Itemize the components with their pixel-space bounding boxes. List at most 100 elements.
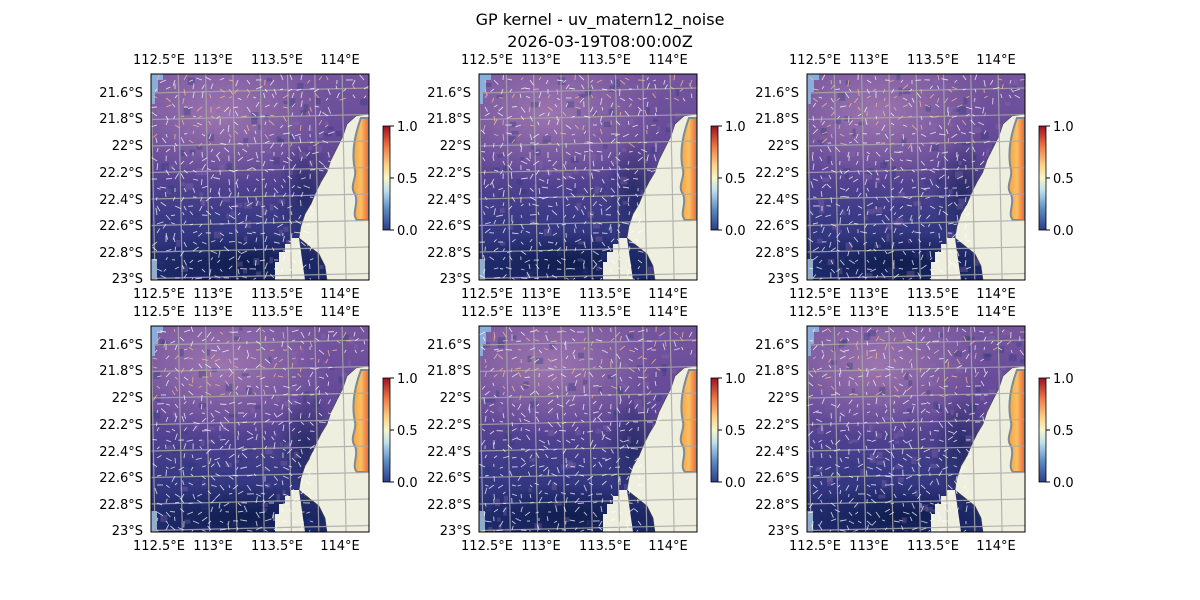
vector-arrow (484, 371, 487, 378)
vector-arrow (529, 245, 533, 252)
vector-arrow (812, 484, 818, 489)
vector-arrow (960, 131, 967, 135)
vector-arrow (244, 223, 248, 229)
gridline-v (833, 74, 839, 280)
vector-arrow (807, 238, 814, 243)
field-cell (891, 244, 896, 249)
vector-arrow (673, 74, 676, 81)
vector-arrow (253, 421, 257, 426)
vector-arrow (587, 528, 594, 531)
vector-arrow (605, 436, 612, 441)
vector-arrow (830, 268, 836, 274)
vector-arrow (156, 502, 163, 506)
vector-arrow (520, 506, 523, 513)
vector-arrow (601, 166, 604, 171)
vector-arrow (947, 473, 953, 477)
field-cell (292, 121, 300, 126)
vector-arrow (682, 97, 686, 102)
vector-arrow (502, 219, 506, 225)
vector-arrow (589, 213, 594, 216)
vector-arrow (520, 214, 523, 219)
field-cell (840, 410, 845, 416)
field-cell (507, 226, 514, 230)
vector-arrow (907, 115, 913, 118)
gridline-h (479, 339, 697, 346)
vector-arrow (214, 275, 221, 279)
vector-arrow (493, 239, 497, 243)
vector-arrow (174, 246, 177, 252)
vector-arrow (262, 160, 266, 167)
gridline-h (807, 392, 1025, 399)
field-cell (525, 119, 534, 124)
field-cell (279, 441, 288, 446)
vector-arrow (499, 420, 504, 423)
vector-arrow (300, 200, 302, 207)
vector-arrow (598, 259, 603, 263)
vector-arrow (825, 444, 832, 450)
vector-arrow (820, 191, 823, 198)
vector-arrow (899, 187, 904, 194)
vector-arrow (565, 497, 568, 504)
vector-arrow (816, 367, 823, 371)
field-cell (657, 125, 661, 132)
vector-arrow (490, 178, 495, 186)
vector-arrow (201, 430, 208, 432)
vector-arrow (583, 412, 588, 415)
field-cell (265, 483, 271, 488)
vector-arrow (281, 508, 284, 513)
vector-arrow (965, 95, 970, 99)
field-cell (579, 124, 584, 131)
field-cell (975, 385, 981, 393)
vector-arrow (509, 160, 513, 167)
vector-arrow (300, 392, 304, 396)
vector-arrow (520, 268, 525, 271)
vector-arrow (899, 205, 904, 210)
vector-arrow (610, 102, 614, 108)
vector-arrow (154, 88, 158, 92)
vector-arrow (565, 203, 571, 207)
vector-arrow (297, 430, 302, 434)
vector-arrow (237, 255, 241, 261)
vector-arrow (264, 412, 271, 416)
vector-arrow (489, 403, 495, 407)
vector-arrow (188, 383, 194, 387)
vector-arrow (846, 272, 850, 279)
vector-arrow (866, 248, 872, 252)
vector-arrow (482, 124, 486, 132)
vector-arrow (225, 460, 230, 468)
vector-arrow (863, 421, 868, 424)
vector-arrow (616, 238, 621, 243)
vector-arrow (607, 426, 612, 432)
vector-arrow (956, 154, 959, 162)
vector-arrow (556, 421, 562, 428)
vector-arrow (839, 259, 845, 266)
vector-arrow (556, 148, 558, 153)
vector-arrow (574, 106, 581, 110)
vector-arrow (286, 448, 293, 454)
field-cell (858, 121, 864, 126)
vector-arrow (875, 430, 878, 437)
vector-arrow (219, 393, 226, 396)
field-cell (580, 99, 586, 104)
vector-arrow (228, 79, 234, 82)
vector-arrow (291, 112, 294, 117)
vector-arrow (162, 223, 167, 229)
vector-arrow (920, 191, 924, 198)
vector-arrow (983, 401, 988, 405)
vector-arrow (289, 74, 293, 81)
vector-arrow (511, 493, 518, 497)
vector-arrow (223, 502, 230, 507)
vector-arrow (956, 403, 962, 410)
field-cell (285, 240, 290, 248)
vector-arrow (583, 275, 588, 279)
vector-arrow (610, 493, 615, 498)
field-cell (277, 138, 285, 143)
vector-arrow (291, 92, 295, 99)
vector-arrow (1010, 349, 1013, 353)
field-cell (161, 163, 170, 170)
vector-arrow (532, 222, 540, 225)
vector-arrow (920, 168, 928, 171)
vector-arrow (174, 344, 178, 351)
vector-arrow (180, 173, 185, 180)
vector-arrow (826, 339, 832, 342)
